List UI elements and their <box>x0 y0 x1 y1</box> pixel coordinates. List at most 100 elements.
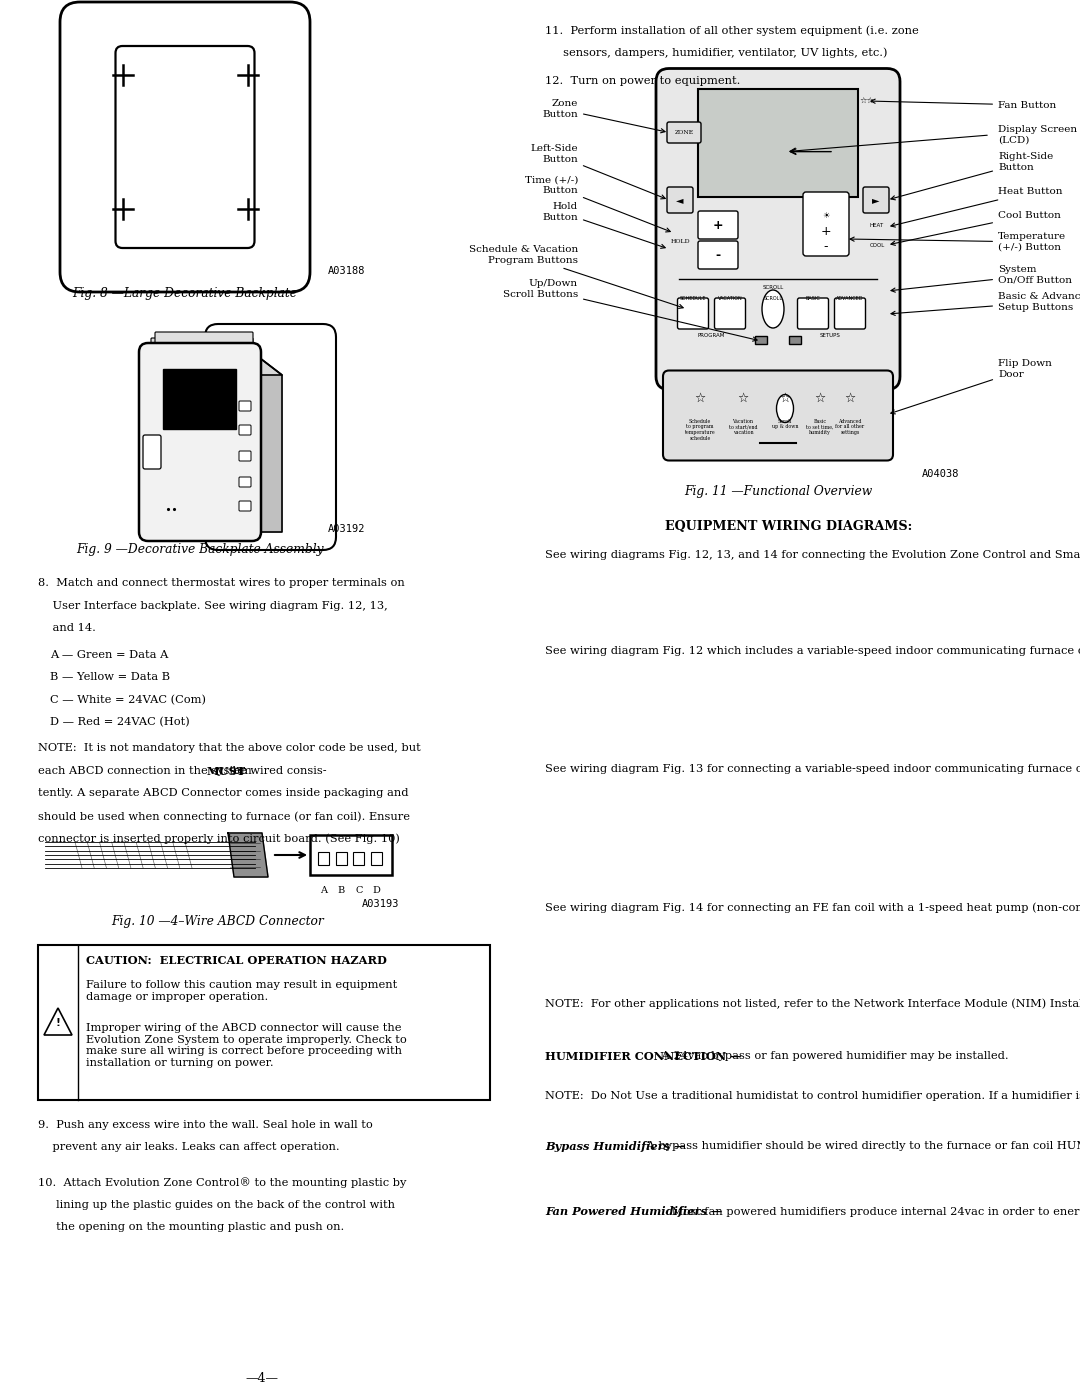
Text: Flip Down
Door: Flip Down Door <box>891 359 1052 414</box>
Text: NOTE:  For other applications not listed, refer to the Network Interface Module : NOTE: For other applications not listed,… <box>545 997 1080 1009</box>
Text: Failure to follow this caution may result in equipment
damage or improper operat: Failure to follow this caution may resul… <box>86 981 397 1002</box>
Text: User Interface backplate. See wiring diagram Fig. 12, 13,: User Interface backplate. See wiring dia… <box>38 601 388 610</box>
FancyBboxPatch shape <box>156 332 253 344</box>
Text: Temperature
(+/-) Button: Temperature (+/-) Button <box>850 232 1066 251</box>
FancyBboxPatch shape <box>239 502 251 511</box>
Text: 12.  Turn on power to equipment.: 12. Turn on power to equipment. <box>545 75 741 85</box>
Text: ☆: ☆ <box>780 393 791 405</box>
Text: ►: ► <box>873 196 880 205</box>
Text: SCHEDULE: SCHEDULE <box>679 296 706 302</box>
Text: 8.  Match and connect thermostat wires to proper terminals on: 8. Match and connect thermostat wires to… <box>38 578 405 588</box>
Text: Fig. 9 —Decorative Backplate Assembly: Fig. 9 —Decorative Backplate Assembly <box>77 543 324 556</box>
Text: VACATION: VACATION <box>717 296 742 302</box>
Text: ☆: ☆ <box>814 393 825 405</box>
Text: COOL: COOL <box>869 243 885 247</box>
FancyBboxPatch shape <box>663 370 893 461</box>
Text: Bypass Humidifiers —: Bypass Humidifiers — <box>545 1141 686 1153</box>
FancyBboxPatch shape <box>239 451 251 461</box>
Text: ☆: ☆ <box>845 393 855 405</box>
Text: A04038: A04038 <box>922 468 959 479</box>
Text: D: D <box>373 886 380 895</box>
Text: PROGRAM: PROGRAM <box>698 332 725 338</box>
Text: sensors, dampers, humidifier, ventilator, UV lights, etc.): sensors, dampers, humidifier, ventilator… <box>545 47 888 59</box>
Polygon shape <box>148 352 282 374</box>
Text: each ABCD connection in the system: each ABCD connection in the system <box>38 766 252 775</box>
Text: SCROLL: SCROLL <box>762 285 784 291</box>
FancyBboxPatch shape <box>239 425 251 434</box>
Text: See wiring diagram Fig. 14 for connecting an FE fan coil with a 1-speed heat pum: See wiring diagram Fig. 14 for connectin… <box>545 902 1080 912</box>
Text: the opening on the mounting plastic and push on.: the opening on the mounting plastic and … <box>38 1222 345 1232</box>
Text: A 24vac bypass or fan powered humidifier may be installed.: A 24vac bypass or fan powered humidifier… <box>658 1051 1009 1060</box>
Text: C: C <box>355 886 363 895</box>
Text: A03193: A03193 <box>362 900 400 909</box>
Text: Zone
Button: Zone Button <box>542 99 665 133</box>
Text: EQUIPMENT WIRING DIAGRAMS:: EQUIPMENT WIRING DIAGRAMS: <box>665 520 913 532</box>
Text: Time (+/-)
Button: Time (+/-) Button <box>525 175 671 232</box>
Text: Fan Button: Fan Button <box>870 99 1056 109</box>
Bar <box>789 337 801 344</box>
Text: Right-Side
Button: Right-Side Button <box>891 152 1053 200</box>
Text: SCROLL: SCROLL <box>764 296 783 302</box>
Text: Vacation
to start/end
vacation: Vacation to start/end vacation <box>729 419 757 434</box>
FancyBboxPatch shape <box>863 187 889 212</box>
Text: BASIC: BASIC <box>806 296 821 302</box>
Text: Advanced
for all other
settings: Advanced for all other settings <box>836 419 865 434</box>
Text: Scroll
up & down: Scroll up & down <box>772 419 798 429</box>
FancyBboxPatch shape <box>143 434 161 469</box>
Text: connector is inserted properly into circuit board. (See Fig. 10): connector is inserted properly into circ… <box>38 834 400 844</box>
FancyBboxPatch shape <box>797 298 828 330</box>
FancyBboxPatch shape <box>698 242 738 270</box>
Text: Cool Button: Cool Button <box>891 211 1061 246</box>
Text: Fig. 10 —4–Wire ABCD Connector: Fig. 10 —4–Wire ABCD Connector <box>111 915 324 928</box>
Text: be wired consis-: be wired consis- <box>229 766 326 775</box>
Text: 9.  Push any excess wire into the wall. Seal hole in wall to: 9. Push any excess wire into the wall. S… <box>38 1120 373 1130</box>
Text: See wiring diagram Fig. 12 which includes a variable-speed indoor communicating : See wiring diagram Fig. 12 which include… <box>545 645 1080 657</box>
Text: HEAT: HEAT <box>869 222 885 228</box>
FancyBboxPatch shape <box>835 298 865 330</box>
Text: prevent any air leaks. Leaks can affect operation.: prevent any air leaks. Leaks can affect … <box>38 1143 339 1153</box>
Text: C — White = 24VAC (Com): C — White = 24VAC (Com) <box>50 694 206 705</box>
Bar <box>353 852 364 865</box>
Text: Up/Down
Scroll Buttons: Up/Down Scroll Buttons <box>503 279 757 341</box>
Polygon shape <box>228 833 268 877</box>
Text: HOLD: HOLD <box>671 239 690 243</box>
Text: ☆: ☆ <box>694 393 705 405</box>
Text: HUMIDIFIER CONNECTION —: HUMIDIFIER CONNECTION — <box>545 1051 742 1062</box>
Text: Fig. 8 —Large Decorative Backplate: Fig. 8 —Large Decorative Backplate <box>72 286 297 299</box>
Text: System
On/Off Button: System On/Off Button <box>891 265 1072 292</box>
Text: Display Screen
(LCD): Display Screen (LCD) <box>998 126 1077 145</box>
Text: Left-Side
Button: Left-Side Button <box>530 144 665 198</box>
Polygon shape <box>44 1009 72 1035</box>
Text: ☆☆: ☆☆ <box>860 96 875 106</box>
Text: NOTE:  It is not mandatory that the above color code be used, but: NOTE: It is not mandatory that the above… <box>38 743 421 753</box>
Ellipse shape <box>777 394 794 422</box>
Text: See wiring diagram Fig. 13 for connecting a variable-speed indoor communicating : See wiring diagram Fig. 13 for connectin… <box>545 763 1080 774</box>
Text: +: + <box>713 218 724 232</box>
FancyBboxPatch shape <box>715 298 745 330</box>
FancyBboxPatch shape <box>239 476 251 488</box>
FancyBboxPatch shape <box>151 338 253 349</box>
Text: 10.  Attach Evolution Zone Control® to the mounting plastic by: 10. Attach Evolution Zone Control® to th… <box>38 1178 406 1187</box>
FancyBboxPatch shape <box>656 68 900 390</box>
Text: SETUPS: SETUPS <box>820 332 840 338</box>
Bar <box>318 852 329 865</box>
Bar <box>310 835 392 875</box>
Text: lining up the plastic guides on the back of the control with: lining up the plastic guides on the back… <box>38 1200 395 1210</box>
Text: tently. A separate ABCD Connector comes inside packaging and: tently. A separate ABCD Connector comes … <box>38 788 408 799</box>
Text: CAUTION:  ELECTRICAL OPERATION HAZARD: CAUTION: ELECTRICAL OPERATION HAZARD <box>86 956 387 965</box>
Text: A03188: A03188 <box>328 265 365 277</box>
FancyBboxPatch shape <box>677 298 708 330</box>
Bar <box>38 944 490 1099</box>
Text: Basic
to set time,
humidity: Basic to set time, humidity <box>807 419 834 434</box>
Text: ☀: ☀ <box>822 211 829 219</box>
Text: !: ! <box>55 1018 60 1028</box>
Text: Fig. 11 —Functional Overview: Fig. 11 —Functional Overview <box>684 485 873 497</box>
Text: A — Green = Data A: A — Green = Data A <box>50 650 168 659</box>
Text: Heat Button: Heat Button <box>891 187 1063 228</box>
Bar <box>755 337 767 344</box>
Bar <box>163 369 237 429</box>
Text: ZONE: ZONE <box>674 130 693 136</box>
Text: should be used when connecting to furnace (or fan coil). Ensure: should be used when connecting to furnac… <box>38 812 410 821</box>
Text: Hold
Button: Hold Button <box>542 203 665 249</box>
Text: -: - <box>824 240 828 253</box>
